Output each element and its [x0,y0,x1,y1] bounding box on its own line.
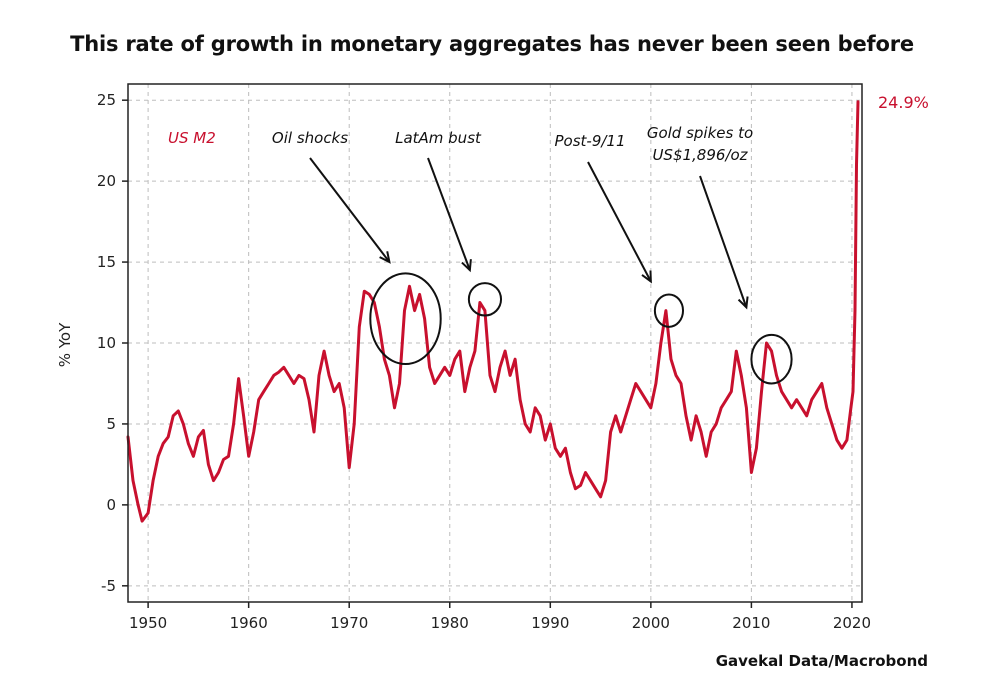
annotation-arrowhead [737,296,749,310]
source-label: Gavekal Data/Macrobond [715,652,928,670]
grid [128,84,862,602]
annotation-text: US$1,896/oz [652,146,748,164]
y-tick-label: -5 [101,577,116,595]
last-value-label: 24.9% [878,93,929,112]
x-tick-label: 2020 [833,614,871,632]
annotation-arrow [587,161,652,282]
annotation-layer: US M2 24.9% Oil shocks LatAm bust Post-9/11 G… [168,93,929,385]
series-label: US M2 [168,129,216,147]
highlight-circle [467,282,503,317]
annotation-text: Post-9/11 [554,132,625,150]
plot-frame [127,83,863,603]
x-tick-label: 2010 [732,614,770,632]
x-tick-label: 1990 [531,614,569,632]
x-tick-label: 1960 [230,614,268,632]
annotation-arrow [427,157,471,271]
x-tick-label: 1950 [129,614,167,632]
y-tick-label: 20 [97,172,116,190]
highlight-circle [750,333,793,385]
y-tick-label: 15 [97,253,116,271]
annotation-text: Oil shocks [272,129,348,147]
annotation-arrow [309,157,391,263]
annotation-text: LatAm bust [395,129,482,147]
highlight-circle [369,272,442,366]
annotation-arrowhead [641,270,652,284]
annotation-arrow [699,175,748,308]
axes: -5 0 5 10 15 20 25 1950 1960 1970 1980 1990 2000 2010… [97,83,871,632]
chart-title: This rate of growth in monetary aggregat… [70,32,914,56]
annotation-text: Gold spikes to [647,124,753,142]
highlight-circle [653,293,685,328]
x-tick-label: 1970 [330,614,368,632]
y-tick-label: 10 [97,334,116,352]
series-layer [126,100,860,523]
annotation-arrowhead [461,259,472,273]
series-line-us-m2 [126,100,860,523]
y-tick-label: 25 [97,91,116,109]
y-tick-label: 0 [106,496,116,514]
x-tick-label: 1980 [431,614,469,632]
annotation-arrowhead [379,251,391,264]
y-axis-label: % YoY [56,322,74,367]
y-tick-label: 5 [106,415,116,433]
x-tick-label: 2000 [632,614,670,632]
